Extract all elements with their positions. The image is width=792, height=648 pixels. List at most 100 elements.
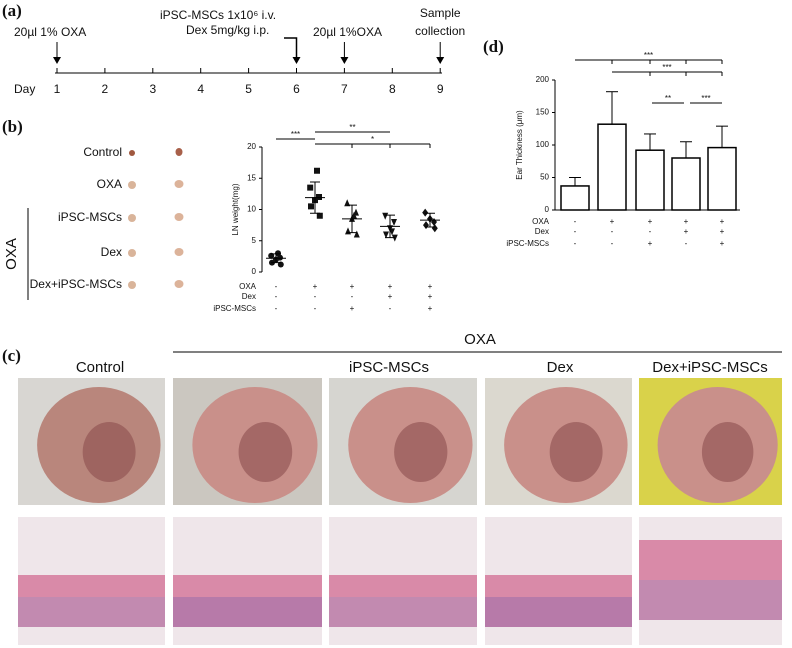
day-label: Day: [14, 82, 35, 96]
condition-label: OXA: [532, 217, 550, 226]
condition-label: Dex: [242, 292, 256, 301]
y-tick-label: 50: [540, 173, 549, 182]
condition-sign: +: [684, 217, 689, 226]
ear-photo: [394, 422, 448, 482]
lymph-node-photo: [128, 214, 136, 222]
day-number: 2: [102, 82, 109, 96]
histology-photo: [485, 597, 632, 627]
lymph-node-photo: [174, 280, 184, 288]
data-point: [316, 194, 322, 200]
y-tick-label: 200: [536, 75, 550, 84]
group-label: Dex+iPSC-MSCs: [30, 277, 122, 291]
y-tick-label: 0: [545, 205, 550, 214]
condition-sign: +: [350, 282, 355, 291]
histology-photo: [173, 597, 322, 627]
condition-sign: -: [275, 304, 278, 313]
day-number: 8: [389, 82, 396, 96]
data-point: [353, 230, 360, 238]
bar: [635, 149, 665, 211]
y-tick-label: 0: [252, 267, 257, 276]
y-tick-label: 100: [536, 140, 550, 149]
histology-photo: [639, 580, 782, 620]
condition-sign: -: [275, 292, 278, 301]
condition-sign: -: [611, 239, 614, 248]
ear-photo: [238, 422, 293, 482]
group-label: Control: [83, 145, 122, 159]
arrow-head: [436, 57, 445, 64]
condition-sign: +: [720, 217, 725, 226]
condition-sign: -: [649, 227, 652, 236]
arrow-head: [340, 57, 349, 64]
histology-photo: [18, 575, 165, 597]
day-number: 9: [437, 82, 444, 96]
condition-sign: +: [428, 292, 433, 301]
column-label: Dex: [547, 359, 574, 376]
bar: [671, 157, 701, 211]
day-number: 7: [341, 82, 348, 96]
data-point: [382, 212, 389, 220]
data-point: [314, 167, 320, 174]
day-number: 5: [245, 82, 252, 96]
data-point: [431, 224, 438, 233]
group-label: Dex: [101, 245, 122, 259]
histology-photo: [18, 597, 165, 627]
y-tick-label: 20: [247, 142, 256, 151]
significance-label: ***: [291, 130, 300, 139]
condition-label: OXA: [239, 282, 257, 291]
y-axis-label: Ear Thickness (μm): [515, 110, 524, 180]
condition-sign: +: [610, 217, 615, 226]
bracket-label: OXA: [3, 238, 20, 270]
event: 20µl 1%OXA: [313, 25, 382, 39]
ear-photo: [549, 422, 603, 482]
lymph-node-photo: [128, 249, 136, 257]
condition-sign: +: [428, 282, 433, 291]
y-tick-label: 10: [247, 205, 256, 214]
data-point: [383, 231, 389, 239]
histology-photo: [329, 597, 477, 627]
condition-sign: -: [685, 239, 688, 248]
event: 20µl 1% OXA: [14, 25, 86, 39]
arrow-head: [53, 57, 61, 64]
panel-label: (d): [483, 37, 504, 56]
significance-label: **: [665, 94, 671, 103]
condition-sign: +: [720, 227, 725, 236]
condition-sign: +: [648, 217, 653, 226]
event: Sample: [420, 6, 461, 20]
column-label: Control: [76, 359, 124, 376]
group-header: OXA: [464, 331, 496, 348]
y-tick-label: 5: [252, 236, 257, 245]
condition-sign: -: [574, 227, 577, 236]
condition-sign: +: [350, 304, 355, 313]
condition-sign: -: [314, 304, 317, 313]
condition-sign: -: [574, 217, 577, 226]
y-axis-label: LN weight(mg): [231, 183, 240, 235]
panel-label: (a): [2, 1, 22, 20]
event: collection: [415, 24, 465, 38]
condition-sign: -: [314, 292, 317, 301]
lymph-node-photo: [128, 281, 136, 289]
data-point: [345, 227, 351, 235]
condition-sign: +: [428, 304, 433, 313]
condition-sign: +: [648, 239, 653, 248]
condition-sign: -: [275, 282, 278, 291]
lymph-node-photo: [174, 180, 184, 188]
lymph-node-photo: [174, 248, 184, 256]
condition-sign: -: [389, 304, 392, 313]
significance-label: **: [349, 123, 355, 132]
column-label: Dex+iPSC-MSCs: [652, 359, 767, 376]
data-point: [308, 203, 314, 210]
lymph-node-photo: [175, 148, 183, 156]
group-label: OXA: [97, 177, 122, 191]
condition-sign: +: [388, 292, 393, 301]
data-point: [422, 208, 429, 217]
panel-label: (c): [2, 346, 21, 365]
lymph-node-photo: [128, 181, 136, 189]
significance-label: ***: [644, 51, 653, 60]
panel-label: (b): [2, 117, 23, 136]
day-number: 3: [149, 82, 156, 96]
bar: [597, 123, 627, 211]
significance-label: *: [371, 135, 374, 144]
condition-sign: +: [313, 282, 318, 291]
condition-sign: -: [351, 292, 354, 301]
